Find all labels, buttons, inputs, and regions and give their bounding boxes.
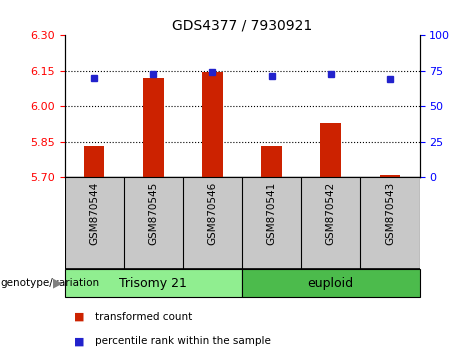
Bar: [379, 175, 400, 177]
Text: Trisomy 21: Trisomy 21: [119, 277, 187, 290]
Bar: [261, 146, 282, 177]
Text: transformed count: transformed count: [95, 312, 192, 321]
Text: euploid: euploid: [307, 277, 354, 290]
Text: GSM870546: GSM870546: [207, 182, 218, 245]
Bar: [202, 72, 223, 177]
Text: GSM870543: GSM870543: [385, 182, 395, 245]
Text: percentile rank within the sample: percentile rank within the sample: [95, 336, 271, 346]
Text: GSM870541: GSM870541: [266, 182, 277, 245]
Title: GDS4377 / 7930921: GDS4377 / 7930921: [172, 19, 312, 33]
Text: ■: ■: [74, 336, 84, 346]
Text: ■: ■: [74, 312, 84, 321]
Bar: [320, 123, 341, 177]
Text: ▶: ▶: [53, 277, 62, 290]
Text: genotype/variation: genotype/variation: [0, 278, 99, 288]
FancyBboxPatch shape: [65, 269, 242, 297]
Bar: [143, 78, 164, 177]
Text: GSM870542: GSM870542: [326, 182, 336, 245]
FancyBboxPatch shape: [242, 269, 420, 297]
Text: GSM870545: GSM870545: [148, 182, 158, 245]
Text: GSM870544: GSM870544: [89, 182, 99, 245]
Bar: [84, 146, 105, 177]
